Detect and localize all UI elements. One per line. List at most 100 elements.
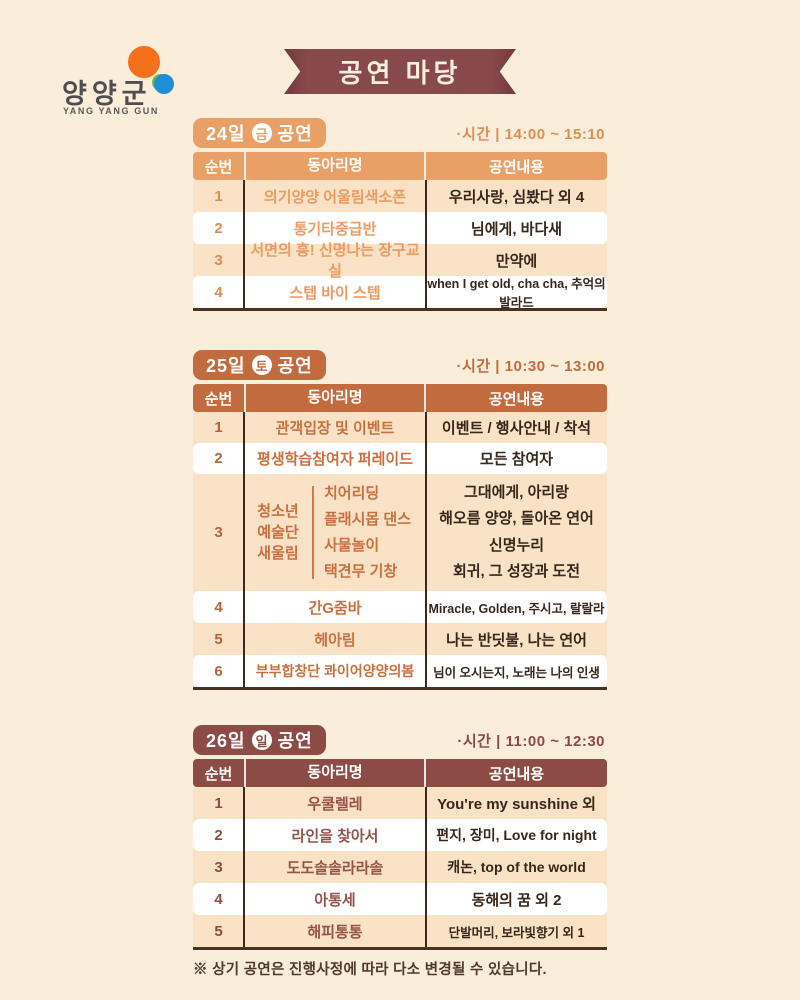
table-row: 3 도도솔솔라라솔 캐논, top of the world	[193, 851, 607, 883]
table-header: 순번 동아리명 공연내용	[193, 152, 607, 180]
badge-label: 공연	[277, 356, 313, 376]
logo-subtitle: YANG YANG GUN	[63, 106, 159, 116]
row-number: 1	[214, 794, 223, 812]
performance-content: 캐논, top of the world	[447, 859, 586, 875]
group-divider	[312, 486, 314, 579]
club-name: 관객입장 및 이벤트	[275, 420, 395, 437]
time-label-friday: ·시간 | 14:00 ~ 15:10	[456, 126, 605, 143]
column-header-no: 순번	[204, 158, 233, 176]
table-bottom-border	[193, 947, 607, 950]
table-row: 4 간G줌바 Miracle, Golden, 주시고, 랄랄라	[193, 591, 607, 623]
column-header-no: 순번	[204, 390, 233, 408]
row-number: 1	[214, 187, 223, 205]
row-number: 2	[214, 450, 223, 467]
performance-content: 신명누리	[488, 536, 545, 554]
time-label-sunday: ·시간 | 11:00 ~ 12:30	[457, 733, 605, 750]
logo-blue-ring-icon	[154, 74, 174, 94]
performance-content: 나는 반딧불, 나는 연어	[446, 631, 587, 649]
table-row: 1 의기양양 어울림색소폰 우리사랑, 심봤다 외 4	[193, 180, 607, 212]
table-row: 4 스텝 바이 스텝 when I get old, cha cha, 추억의 …	[193, 276, 607, 310]
table-row: 3 서면의 흥! 신명나는 장구교실 만약에	[193, 242, 607, 280]
club-name: 헤아림	[314, 631, 356, 649]
group-content-cell: 그대에게, 아리랑 해오름 양양, 돌아온 연어 신명누리 회귀, 그 성장과 …	[426, 474, 607, 591]
page-title: 공연 마당	[338, 58, 462, 88]
table-header: 순번 동아리명 공연내용	[193, 759, 607, 787]
title-ribbon: 공연 마당	[284, 49, 516, 94]
column-header-club: 동아리명	[244, 152, 426, 180]
performance-content: Miracle, Golden, 주시고, 랄랄라	[428, 601, 605, 616]
day-badge-friday: 24일 금 공연	[193, 118, 326, 148]
table-body: 1 관객입장 및 이벤트 이벤트 / 행사안내 / 착석 2 평생학습참여자 퍼…	[193, 412, 607, 687]
performance-content: 이벤트 / 행사안내 / 착석	[441, 420, 592, 437]
column-header-content: 공연내용	[488, 390, 545, 408]
club-name: 아통세	[314, 891, 356, 909]
performance-content: 우리사랑, 심봤다 외 4	[448, 188, 585, 206]
performance-content: 모든 참여자	[479, 451, 554, 468]
table-row: 4 아통세 동해의 꿈 외 2	[193, 883, 607, 915]
table-body: 1 의기양양 어울림색소폰 우리사랑, 심봤다 외 4 2 통기타중급반 님에게…	[193, 180, 607, 310]
sub-club-name: 치어리딩	[324, 484, 380, 502]
club-name: 우쿨렐레	[307, 795, 363, 813]
performance-content: 해오름 양양, 돌아온 연어	[439, 510, 594, 528]
club-name: 통기타중급반	[293, 220, 377, 238]
logo-title: 양양군	[62, 79, 152, 109]
column-divider	[425, 412, 427, 687]
group-items: 치어리딩 플래시몹 댄스 사물놀이 택견무 기창	[314, 475, 426, 591]
logo-orange-ring-icon	[128, 46, 160, 78]
column-divider	[243, 412, 245, 687]
sub-club-name: 택견무 기창	[324, 562, 398, 580]
yangyang-gun-logo: 양양군 YANG YANG GUN	[60, 44, 200, 124]
table-row: 6 부부합창단 콰이어양양의봄 님이 오시는지, 노래는 나의 인생	[193, 655, 607, 687]
sub-club-name: 사물놀이	[324, 536, 380, 554]
column-header-club: 동아리명	[244, 759, 426, 787]
group-club-cell: 청소년 예술단 새울림 치어리딩 플래시몹 댄스 사물놀이 택견무 기창	[244, 474, 426, 591]
row-number: 5	[214, 922, 223, 940]
club-name: 도도솔솔라라솔	[286, 859, 384, 877]
row-number: 4	[214, 598, 223, 616]
table-header: 순번 동아리명 공연내용	[193, 384, 607, 412]
performance-content: You're my sunshine 외	[437, 795, 596, 813]
club-name: 의기양양 어울림색소폰	[263, 188, 407, 206]
column-divider	[425, 180, 427, 308]
performance-content: when I get old, cha cha, 추억의 발라드	[427, 277, 606, 310]
club-name: 스텝 바이 스텝	[289, 284, 381, 302]
row-number: 2	[214, 219, 223, 237]
performance-content: 편지, 장미, Love for night	[436, 827, 597, 843]
table-row: 1 우쿨렐레 You're my sunshine 외	[193, 787, 607, 819]
performance-content: 그대에게, 아리랑	[464, 484, 569, 502]
column-header-no: 순번	[204, 765, 233, 783]
badge-date: 26일	[206, 731, 246, 751]
table-body: 1 우쿨렐레 You're my sunshine 외 2 라인을 찾아서 편지…	[193, 787, 607, 947]
table-row: 2 라인을 찾아서 편지, 장미, Love for night	[193, 819, 607, 851]
day-circle-icon: 토	[251, 355, 272, 375]
row-number: 3	[214, 524, 223, 541]
row-number: 6	[214, 662, 223, 680]
day-circle-icon: 일	[251, 730, 272, 750]
badge-day: 토	[255, 358, 268, 374]
day-circle-icon: 금	[251, 123, 272, 143]
row-number: 4	[214, 283, 223, 301]
club-name: 라인을 찾아서	[291, 827, 379, 845]
row-number: 5	[214, 630, 223, 648]
table-row: 5 해피통통 단발머리, 보라빛향기 외 1	[193, 915, 607, 947]
footer-note: ※ 상기 공연은 진행사정에 따라 다소 변경될 수 있습니다.	[193, 962, 547, 978]
club-name: 해피통통	[307, 923, 363, 941]
table-row: 1 관객입장 및 이벤트 이벤트 / 행사안내 / 착석	[193, 412, 607, 443]
club-name: 평생학습참여자 퍼레이드	[257, 451, 413, 468]
table-bottom-border	[193, 308, 607, 311]
club-name: 간G줌바	[308, 599, 362, 617]
row-number: 3	[214, 251, 223, 269]
column-header-content: 공연내용	[488, 765, 545, 783]
row-number: 4	[214, 890, 223, 908]
sub-club-name: 플래시몹 댄스	[324, 510, 411, 528]
performance-content: 님이 오시는지, 노래는 나의 인생	[433, 665, 600, 680]
row-number: 3	[214, 858, 223, 876]
table-row: 5 헤아림 나는 반딧불, 나는 연어	[193, 623, 607, 655]
badge-label: 공연	[277, 731, 313, 751]
time-label-saturday: ·시간 | 10:30 ~ 13:00	[456, 358, 605, 375]
performance-content: 회귀, 그 성장과 도전	[452, 562, 581, 580]
column-divider	[243, 180, 245, 308]
club-name: 서면의 흥! 신명나는 장구교실	[250, 242, 420, 280]
column-divider	[243, 787, 245, 947]
performance-content: 만약에	[495, 252, 538, 270]
